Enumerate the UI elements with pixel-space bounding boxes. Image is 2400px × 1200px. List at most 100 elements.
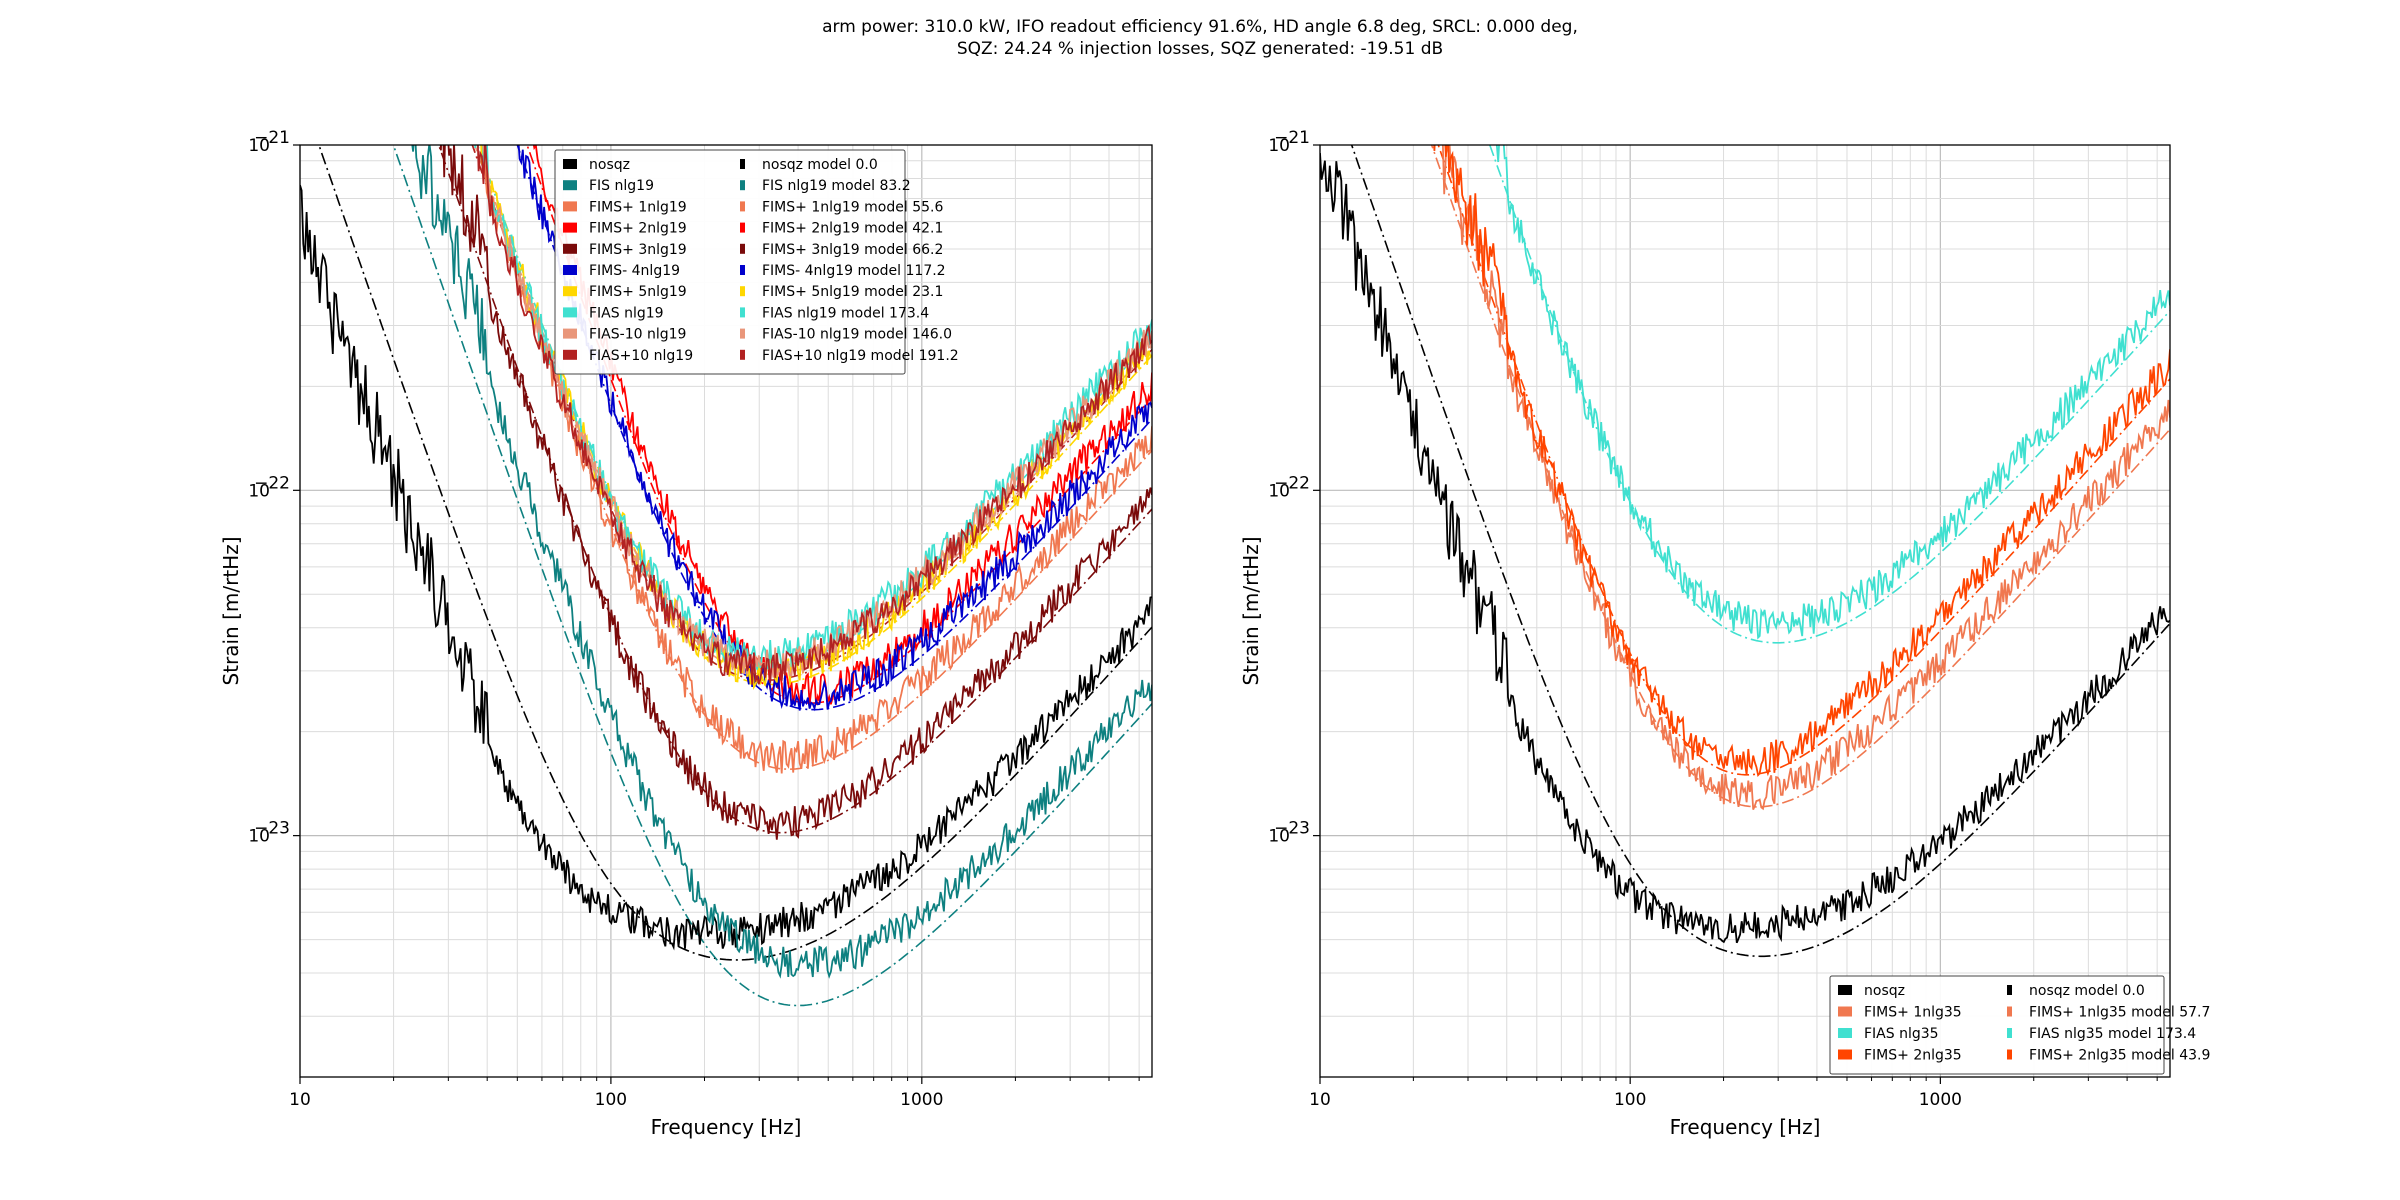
figure-title-line2: SQZ: 24.24 % injection losses, SQZ gener…	[956, 39, 1444, 59]
y-axis-label: Strain [m/rtHz]	[219, 536, 243, 685]
y-tick-label: 10	[248, 827, 270, 847]
legend-label: FIAS-10 nlg19 model 146.0	[762, 327, 952, 343]
legend-swatch	[1838, 1028, 1852, 1038]
series-line-fims-1nlg19	[480, 145, 1152, 774]
legend-left: nosqz FIS nlg19 FIMS+ 1nlg19 FIMS+ 2nlg19 FI…	[554, 149, 959, 375]
legend-swatch	[740, 328, 745, 339]
series-line-fis-nlg19-model-83-2	[392, 145, 1152, 1007]
legend-label: FIMS+ 3nlg19 model 66.2	[762, 242, 943, 258]
legend-swatch	[563, 328, 577, 339]
series-line-fims-5nlg19-model-23-1	[476, 145, 1152, 686]
figure-title-line1: arm power: 310.0 kW, IFO readout efficie…	[822, 17, 1578, 37]
legend-label: FIMS- 4nlg19	[589, 263, 680, 279]
x-tick-label: 100	[1614, 1090, 1646, 1110]
legend-label: nosqz model 0.0	[2029, 983, 2145, 999]
y-tick-label: 10	[1268, 827, 1290, 847]
y-tick-label: 10	[1268, 136, 1290, 156]
legend-swatch	[2007, 1006, 2012, 1017]
series-line-fims-3nlg19-model-66-2	[437, 145, 1152, 834]
legend-label: FIMS+ 5nlg19	[589, 284, 687, 300]
legend-label: nosqz	[589, 157, 630, 173]
legend-label: FIMS+ 3nlg19	[589, 242, 687, 258]
legend-right: nosqz FIMS+ 1nlg35 FIAS nlg35 FIMS+ 2nlg35 n…	[1829, 975, 2210, 1075]
legend-label: nosqz	[1864, 983, 1905, 999]
series-line-fias-10-nlg19	[482, 145, 1152, 678]
legend-swatch	[563, 265, 577, 275]
figure-title: arm power: 310.0 kW, IFO readout efficie…	[0, 16, 2400, 60]
legend-label: FIAS-10 nlg19	[589, 327, 686, 343]
legend-label: FIMS+ 2nlg19	[589, 221, 687, 237]
legend-swatch	[563, 180, 577, 191]
legend-swatch	[1838, 985, 1852, 995]
series-line-fims-1nlg35-model-57-7	[1430, 145, 2170, 808]
legend-label: FIMS+ 1nlg35 model 57.7	[2029, 1005, 2210, 1021]
y-axis-label: Strain [m/rtHz]	[1239, 536, 1263, 685]
legend-label: FIS nlg19 model 83.2	[762, 178, 911, 194]
legend-swatch	[563, 243, 577, 254]
legend-box	[1829, 975, 2165, 1075]
series-line-fims-2nlg19	[532, 145, 1152, 706]
legend-swatch	[740, 180, 745, 191]
legend-swatch	[563, 159, 577, 169]
y-tick-label: 10	[1268, 481, 1290, 501]
legend-swatch	[563, 201, 577, 212]
legend-label: FIMS+ 1nlg19	[589, 199, 687, 215]
x-tick-label: 100	[595, 1090, 627, 1110]
legend-label: FIMS+ 5nlg19 model 23.1	[762, 284, 943, 300]
y-tick-label-exponent: −22	[1274, 473, 1310, 493]
x-tick-label: 1000	[1919, 1090, 1962, 1110]
legend-label: FIMS+ 2nlg19 model 42.1	[762, 221, 943, 237]
series-line-fims-2nlg35-model-43-9	[1437, 145, 2170, 776]
plot-area-right	[1320, 145, 2170, 958]
legend-swatch	[2007, 1049, 2012, 1060]
legend-swatch	[740, 265, 745, 275]
legend-swatch	[2007, 1028, 2012, 1038]
series-line-fims-2nlg35	[1433, 145, 2170, 778]
x-axis-label: Frequency [Hz]	[1670, 1115, 1821, 1139]
legend-swatch	[740, 222, 745, 233]
x-tick-label: 1000	[900, 1090, 943, 1110]
legend-label: FIMS+ 1nlg19 model 55.6	[762, 199, 943, 215]
legend-label: FIAS nlg19	[589, 305, 664, 321]
x-tick-label: 10	[1309, 1090, 1331, 1110]
legend-swatch	[740, 243, 745, 254]
series-line-fims-3nlg19	[439, 145, 1152, 840]
series-line-fims-4nlg19-model-117-2	[516, 145, 1152, 711]
legend-swatch	[1838, 1006, 1852, 1017]
y-tick-label-exponent: −21	[254, 128, 290, 148]
legend-swatch	[740, 307, 745, 318]
legend-swatch	[563, 222, 577, 233]
legend-swatch	[740, 349, 745, 360]
series-line-nosqz	[1320, 152, 2170, 944]
legend-label: FIMS+ 1nlg35	[1864, 1005, 1962, 1021]
legend-label: nosqz model 0.0	[762, 157, 878, 173]
legend-label: FIS nlg19	[589, 178, 654, 194]
axes-frame-left	[299, 144, 1153, 1078]
y-tick-label: 10	[248, 136, 270, 156]
series-line-nosqz-model-0-0	[318, 145, 1152, 961]
legend-swatch	[740, 201, 745, 212]
x-axis-label: Frequency [Hz]	[651, 1115, 802, 1139]
series-line-fis-nlg19	[411, 145, 1152, 979]
legend-label: FIAS nlg19 model 173.4	[762, 305, 929, 321]
legend-label: FIMS+ 2nlg35 model 43.9	[2029, 1048, 2210, 1064]
legend-label: FIAS+10 nlg19 model 191.2	[762, 348, 959, 364]
plot-area-left	[300, 145, 1152, 1007]
legend-label: FIMS+ 2nlg35	[1864, 1048, 1962, 1064]
series-line-fims-4nlg19	[517, 145, 1152, 712]
y-tick-label: 10	[248, 481, 270, 501]
series-line-fias-10-nlg19	[476, 145, 1152, 685]
legend-swatch	[2007, 985, 2012, 995]
legend-swatch	[740, 286, 745, 297]
series-line-fims-1nlg35	[1441, 145, 2170, 811]
y-tick-label-exponent: −22	[254, 473, 290, 493]
legend-swatch	[563, 307, 577, 318]
x-tick-label: 10	[289, 1090, 311, 1110]
series-line-fias-nlg35-model-173-4	[1488, 145, 2170, 644]
series-line-nosqz-model-0-0	[1350, 145, 2170, 958]
legend-swatch	[1838, 1049, 1852, 1060]
legend-box	[554, 149, 906, 375]
legend-swatch	[563, 286, 577, 297]
